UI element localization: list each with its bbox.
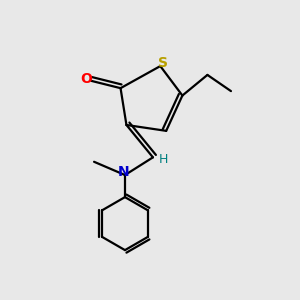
Text: S: S <box>158 56 168 70</box>
Text: H: H <box>159 153 168 166</box>
Text: O: O <box>80 72 92 86</box>
Text: N: N <box>118 165 129 179</box>
